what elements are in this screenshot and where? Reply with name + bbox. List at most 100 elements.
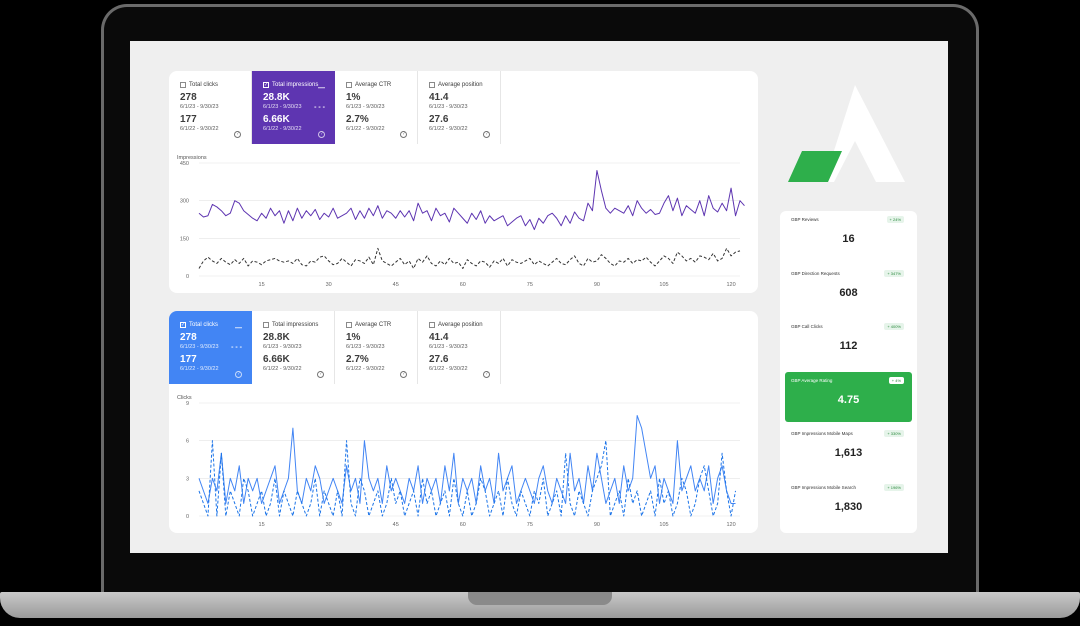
gbp-card-label: GBP Call Clicks [791, 324, 823, 329]
metric-value-previous: 27.6 [429, 114, 449, 125]
x-tick-label: 90 [594, 282, 600, 288]
y-tick-label: 150 [180, 236, 189, 242]
metric-value-current: 41.4 [429, 332, 449, 343]
gbp-card-label: GBP Direction Requests [791, 270, 840, 276]
x-tick-label: 30 [326, 282, 332, 288]
series-line-dashed [198, 440, 737, 517]
metric-label: Average CTR [355, 322, 392, 328]
gbp-card-value: 4.75 [837, 393, 860, 406]
change-badge: + 347% [884, 269, 904, 277]
gbp-card[interactable]: GBP Average Rating + 4% 4.75 [785, 371, 912, 422]
y-tick-label: 450 [180, 161, 189, 167]
y-tick-label: 9 [186, 401, 189, 407]
x-tick-label: 105 [659, 282, 668, 288]
metric-label: Total impressions [272, 82, 319, 88]
gbp-card-label: GBP Average Rating [791, 377, 833, 383]
metric-range-previous: 6/1/22 - 9/30/22 [346, 126, 385, 132]
metric-range-previous: 6/1/22 - 9/30/22 [180, 126, 219, 132]
metric-header: Total impressions [263, 321, 334, 329]
metric-header: Average position [429, 321, 500, 329]
metric-range-current: 6/1/23 - 9/30/23 [263, 104, 302, 110]
metric-range-previous: 6/1/22 - 9/30/22 [346, 366, 385, 372]
chart-title: Impressions [177, 155, 207, 161]
metric-value-previous: 6.66K [263, 114, 290, 125]
gbp-card-label: GBP Impressions Mobile Maps [791, 431, 853, 436]
impressions-panel: Total clicks 278 6/1/23 - 9/30/23 177 6/1/22… [169, 71, 758, 293]
gbp-card[interactable]: GBP Impressions Mobile Search + 196% 1,830 [785, 479, 912, 529]
help-icon[interactable]: ? [317, 371, 324, 378]
metrics-row: ✓ Total clicks 278 6/1/23 - 9/30/23 177 6/1/2… [169, 311, 501, 384]
x-tick-label: 105 [659, 522, 668, 528]
metric-label: Total clicks [189, 82, 219, 88]
help-icon[interactable]: ? [483, 131, 490, 138]
metric-tab-average-ctr[interactable]: Average CTR 1% 6/1/23 - 9/30/23 2.7% 6/1/22 … [335, 71, 418, 144]
y-tick-label: 0 [186, 514, 189, 520]
metric-value-current: 1% [346, 332, 361, 343]
gbp-card-label: GBP Reviews [791, 217, 819, 222]
metric-tab-total-impressions[interactable]: Total impressions 28.8K 6/1/23 - 9/30/23 6.… [252, 311, 335, 384]
checkbox-icon[interactable] [346, 322, 352, 328]
y-tick-label: 0 [186, 274, 189, 280]
metric-value-previous: 6.66K [263, 354, 290, 365]
clicks-panel: ✓ Total clicks 278 6/1/23 - 9/30/23 177 6/1/2… [169, 311, 758, 533]
metric-range-previous: 6/1/22 - 9/30/22 [180, 366, 219, 372]
checkbox-icon[interactable] [429, 82, 435, 88]
x-tick-label: 15 [259, 522, 265, 528]
series-line-solid [198, 415, 736, 504]
help-icon[interactable]: ? [235, 371, 242, 378]
x-tick-label: 75 [527, 282, 533, 288]
checkbox-icon[interactable] [263, 322, 269, 328]
x-tick-label: 15 [259, 282, 265, 288]
metric-label: Total clicks [189, 322, 219, 328]
dashed-line-legend-icon: - - - [314, 104, 325, 111]
help-icon[interactable]: ? [234, 131, 241, 138]
help-icon[interactable]: ? [400, 131, 407, 138]
metric-header: Average CTR [346, 81, 417, 89]
checkbox-icon[interactable]: ✓ [263, 82, 269, 88]
gbp-card-value: 1,830 [834, 500, 863, 513]
metric-tab-total-impressions[interactable]: ✓ Total impressions 28.8K 6/1/23 - 9/30/23 6… [252, 71, 335, 144]
gbp-card[interactable]: GBP Reviews + 24% 16 [785, 211, 912, 261]
metric-value-current: 41.4 [429, 92, 449, 103]
change-badge: + 400% [884, 323, 904, 330]
gbp-card[interactable]: GBP Call Clicks + 400% 112 [785, 318, 912, 368]
metric-label: Average position [438, 322, 483, 328]
x-tick-label: 60 [460, 282, 466, 288]
metric-range-current: 6/1/23 - 9/30/23 [180, 344, 219, 350]
chart-title: Clicks [177, 395, 192, 401]
metric-header: ✓ Total impressions [263, 81, 335, 89]
help-icon[interactable]: ? [318, 131, 325, 138]
metric-range-previous: 6/1/22 - 9/30/22 [263, 126, 302, 132]
gbp-card[interactable]: GBP Direction Requests + 347% 608 [785, 265, 912, 315]
checkbox-icon[interactable] [346, 82, 352, 88]
help-icon[interactable]: ? [483, 371, 490, 378]
metric-tab-average-ctr[interactable]: Average CTR 1% 6/1/23 - 9/30/23 2.7% 6/1/22 … [335, 311, 418, 384]
solid-line-legend-icon: — [318, 85, 325, 92]
metric-tab-total-clicks[interactable]: Total clicks 278 6/1/23 - 9/30/23 177 6/1/22… [169, 71, 252, 144]
metric-range-current: 6/1/23 - 9/30/23 [429, 104, 468, 110]
metric-tab-total-clicks[interactable]: ✓ Total clicks 278 6/1/23 - 9/30/23 177 6/1/2… [169, 311, 252, 384]
change-badge: + 196% [884, 483, 904, 491]
gbp-card-value: 16 [842, 233, 855, 245]
metric-tab-average-position[interactable]: Average position 41.4 6/1/23 - 9/30/23 27.6… [418, 311, 501, 384]
metric-header: Total clicks [180, 81, 251, 89]
metric-value-previous: 177 [180, 114, 197, 125]
change-badge: + 4% [888, 376, 904, 384]
metric-range-previous: 6/1/22 - 9/30/22 [263, 366, 302, 372]
x-tick-label: 75 [527, 522, 533, 528]
help-icon[interactable]: ? [400, 371, 407, 378]
metric-label: Average CTR [355, 82, 392, 88]
metric-value-current: 28.8K [263, 92, 290, 103]
checkbox-icon[interactable]: ✓ [180, 322, 186, 328]
checkbox-icon[interactable] [180, 82, 186, 88]
x-tick-label: 120 [726, 282, 735, 288]
metric-value-current: 28.8K [263, 332, 290, 343]
metric-label: Average position [438, 82, 483, 88]
metric-value-current: 278 [180, 92, 197, 103]
gbp-card[interactable]: GBP Impressions Mobile Maps + 330% 1,613 [785, 425, 912, 475]
checkbox-icon[interactable] [429, 322, 435, 328]
metric-value-current: 1% [346, 92, 361, 103]
x-tick-label: 120 [726, 522, 735, 528]
metric-tab-average-position[interactable]: Average position 41.4 6/1/23 - 9/30/23 27.6… [418, 71, 501, 144]
solid-line-legend-icon: — [235, 325, 242, 332]
